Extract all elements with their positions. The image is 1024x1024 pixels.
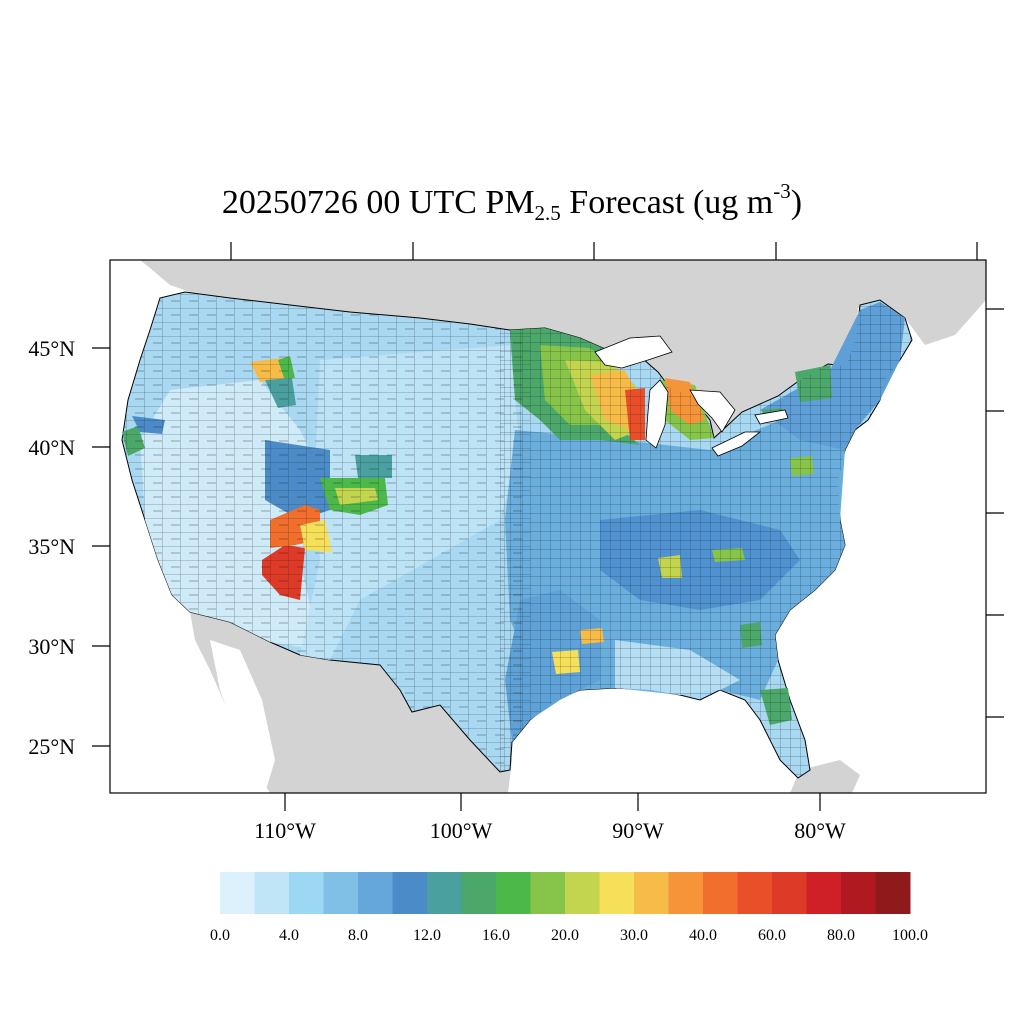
colorbar-swatch [565,872,600,914]
map-frame [109,259,987,794]
title-middle: Forecast (ug m [560,184,774,221]
colorbar-swatch [392,872,428,914]
colorbar-label: 80.0 [827,927,855,944]
lat-label-40: 40°N [28,435,75,460]
colorbar-label: 16.0 [482,927,510,944]
map-title: 20250726 00 UTC PM2.5 Forecast (ug m-3) [0,181,1024,225]
lake-michigan [645,379,669,449]
colorbar-swatch [427,872,462,914]
lon-label-90: 90°W [612,818,664,843]
lat-label-25: 25°N [28,734,75,759]
colorbar-swatch [220,872,255,914]
colorbar-label: 40.0 [689,927,717,944]
title-main: 20250726 00 UTC PM [221,184,535,221]
colorbar-swatch [668,872,704,914]
colorbar-swatch [772,872,807,914]
great-lakes [594,335,789,457]
map-area [110,260,986,793]
title-superscript: -3 [773,179,791,203]
colorbar-swatch [358,872,393,914]
colorbar-swatch [461,872,497,914]
colorbar-swatch [530,872,566,914]
colorbar-label: 12.0 [413,927,441,944]
colorbar-label: 60.0 [758,927,786,944]
colorbar-swatch [703,872,738,914]
colorbar-label: 0.0 [210,927,230,944]
lake-erie [711,431,762,457]
colorbar-label: 100.0 [892,927,928,944]
colorbar-labels: 0.0 4.0 8.0 12.0 16.0 20.0 30.0 40.0 60.0 80.0 100… [210,927,928,944]
lat-label-30: 30°N [28,634,75,659]
colorbar-label: 20.0 [551,927,579,944]
left-ticks [92,347,110,747]
colorbar-swatch [806,872,842,914]
bottom-ticks [284,793,821,811]
title-end: ) [790,184,803,221]
right-ticks [986,308,1004,718]
lake-superior [594,335,673,369]
colorbar-swatch [323,872,359,914]
colorbar-swatch [875,872,911,914]
lake-huron [689,389,736,433]
colorbar-label: 8.0 [348,927,368,944]
gulf-of-california [210,640,275,793]
colorbar [220,872,911,914]
colorbar-swatch [496,872,531,914]
lon-label-100: 100°W [430,818,493,843]
colorbar-swatch [289,872,324,914]
lon-label-80: 80°W [794,818,846,843]
canada-land [140,260,986,446]
colorbar-swatch [737,872,773,914]
title-subscript: 2.5 [534,201,561,225]
colorbar-swatch [254,872,290,914]
lake-ontario [754,409,789,425]
colorbar-swatch [841,872,876,914]
lat-label-45: 45°N [28,336,75,361]
top-ticks [230,242,978,260]
colorbar-swatch [634,872,669,914]
lon-label-110: 110°W [254,818,316,843]
lat-label-35: 35°N [28,534,75,559]
colorbar-label: 4.0 [279,927,299,944]
colorbar-label: 30.0 [620,927,648,944]
colorbar-swatch [599,872,635,914]
